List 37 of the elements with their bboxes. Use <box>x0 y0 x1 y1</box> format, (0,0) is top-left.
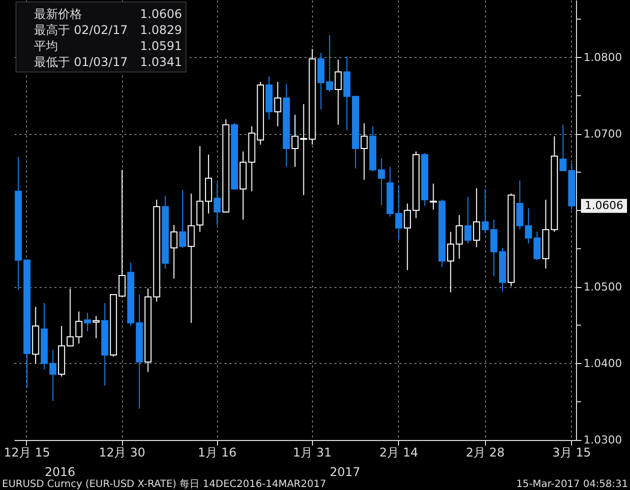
candlestick <box>84 312 92 332</box>
text: 15-Mar-2017 04:58:31 <box>516 479 628 490</box>
x-tick-label: 1月 16 <box>198 446 237 460</box>
x-tick-label: 3月 15 <box>552 446 592 460</box>
y-tick-label: 1.0400 <box>584 356 622 370</box>
candlestick <box>170 224 178 280</box>
y-tick-label: 1.0700 <box>584 127 622 140</box>
candlestick <box>456 214 463 260</box>
y-tick-label: 1.0800 <box>584 50 622 64</box>
x-tick-label: 12月 15 <box>4 446 50 460</box>
candlestick <box>92 316 100 339</box>
text: 1.0606 <box>584 198 624 212</box>
x-tick-label: 2月 28 <box>466 446 505 460</box>
candlestick <box>334 59 342 126</box>
candlestick <box>447 231 454 293</box>
x-tick-label: 1月 31 <box>292 446 332 460</box>
x-tick-label: 2月 14 <box>379 446 418 460</box>
candlestick <box>360 122 368 180</box>
annotation: 1.0606 <box>140 7 182 21</box>
candlestick <box>214 182 221 226</box>
candlestick <box>430 183 437 210</box>
text: EURUSD Curncy (EUR-USD X-RATE) 每日 14DEC2016-14MAR2017 <box>2 478 326 490</box>
text: 平均 1.0591 <box>34 39 182 53</box>
text: 2017 <box>330 465 360 479</box>
x-tick-label: 12月 30 <box>98 446 146 460</box>
candlestick <box>482 188 489 234</box>
y-tick-label: 1.0500 <box>584 280 622 294</box>
text: 最高于 02/02/17 1.0829 <box>34 23 182 37</box>
candlestick <box>179 189 186 248</box>
candlestick <box>464 196 472 244</box>
text: 最新价格 <box>34 7 82 21</box>
y-tick-label: 1.0300 <box>584 434 622 446</box>
text: 2016 <box>44 465 76 479</box>
candlestick <box>75 310 82 344</box>
candlestick <box>274 81 282 127</box>
text: 最低于 01/03/17 1.0341 <box>34 55 182 69</box>
candlestick <box>473 188 480 248</box>
